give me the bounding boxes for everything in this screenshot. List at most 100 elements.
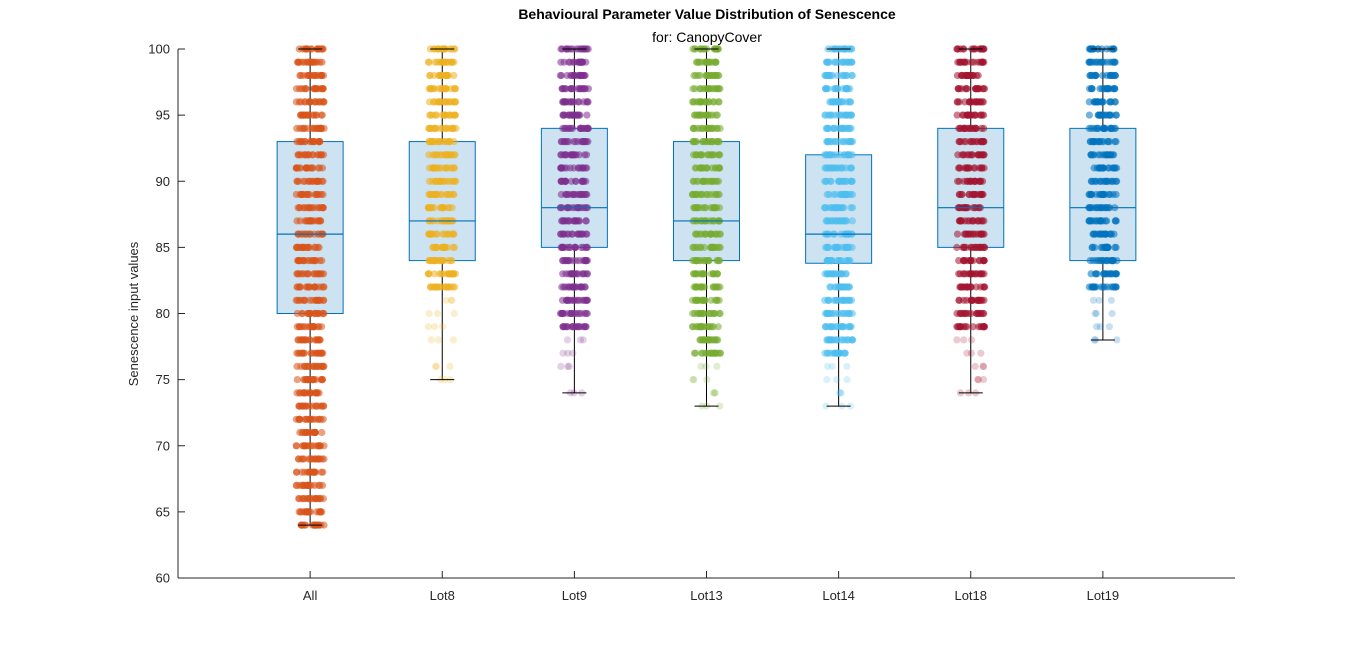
data-point-lot8	[442, 111, 450, 119]
data-point-lot19	[1107, 257, 1115, 265]
data-point-all	[311, 283, 319, 291]
data-point-all	[317, 468, 326, 476]
data-point-lot14	[822, 164, 831, 172]
data-point-all	[293, 177, 301, 185]
box-lot18	[937, 127, 1005, 248]
data-point-lot8	[448, 204, 456, 212]
data-point-lot14	[825, 336, 834, 344]
data-point-lot13	[710, 309, 718, 318]
data-point-lot9	[576, 124, 584, 132]
data-point-lot18	[971, 124, 980, 132]
data-point-lot8	[429, 243, 437, 251]
data-point-lot14	[823, 270, 831, 278]
data-point-lot18	[957, 85, 965, 93]
data-point-lot9	[583, 257, 592, 265]
data-point-lot13	[716, 349, 725, 357]
data-point-lot13	[709, 98, 717, 106]
data-point-lot18	[974, 85, 982, 93]
data-point-lot9	[581, 283, 589, 291]
data-point-lot18	[977, 349, 985, 357]
data-point-all	[314, 389, 322, 397]
data-point-lot18	[980, 323, 989, 331]
data-point-all	[317, 415, 325, 423]
data-point-lot18	[964, 230, 972, 238]
data-point-lot19	[1111, 71, 1119, 80]
data-point-lot13	[697, 362, 705, 370]
data-point-lot13	[702, 58, 710, 66]
data-point-lot19	[1092, 309, 1100, 318]
data-point-all	[295, 58, 303, 66]
data-point-lot9	[579, 336, 587, 344]
data-point-lot18	[980, 230, 988, 238]
data-point-lot8	[431, 124, 439, 132]
data-point-lot9	[577, 71, 585, 80]
data-point-lot14	[842, 71, 851, 80]
data-point-lot8	[451, 283, 459, 291]
data-point-lot19	[1113, 177, 1121, 185]
chart-title: Behavioural Parameter Value Distribution…	[518, 6, 896, 22]
data-point-lot14	[848, 177, 856, 185]
data-point-lot8	[442, 190, 450, 199]
data-point-lot9	[557, 190, 565, 199]
data-point-lot8	[444, 230, 452, 238]
data-point-lot14	[833, 336, 841, 344]
data-point-all	[298, 468, 306, 476]
data-point-lot9	[558, 283, 566, 291]
data-point-lot8	[446, 124, 454, 132]
data-point-lot18	[957, 190, 966, 199]
y-tick-label: 90	[156, 174, 170, 189]
data-point-all	[307, 481, 315, 489]
data-point-lot9	[561, 98, 569, 106]
data-point-lot18	[967, 257, 975, 265]
data-point-lot14	[822, 85, 830, 93]
data-point-lot13	[715, 138, 723, 146]
data-point-all	[299, 177, 307, 185]
data-point-lot19	[1106, 98, 1114, 106]
data-point-lot14	[833, 71, 842, 80]
data-point-all	[305, 283, 313, 291]
data-point-lot13	[703, 376, 711, 384]
data-point-all	[293, 243, 301, 251]
data-point-all	[305, 204, 313, 212]
data-point-lot8	[436, 58, 444, 66]
y-tick-label: 60	[156, 571, 170, 586]
data-point-lot13	[701, 230, 710, 238]
box-lot9	[540, 127, 608, 248]
data-point-lot13	[709, 71, 718, 80]
data-point-all	[297, 98, 305, 106]
data-point-lot13	[714, 323, 722, 331]
data-point-all	[298, 309, 306, 318]
data-point-lot9	[582, 217, 590, 225]
data-point-lot8	[433, 309, 442, 318]
data-point-lot19	[1091, 243, 1099, 251]
data-point-lot8	[431, 323, 439, 331]
data-point-lot18	[968, 217, 977, 225]
data-point-lot8	[428, 164, 436, 172]
data-point-lot8	[451, 85, 460, 93]
data-point-all	[318, 151, 326, 159]
data-point-lot18	[959, 257, 968, 265]
data-point-lot14	[845, 296, 854, 304]
data-point-lot8	[430, 98, 438, 106]
data-point-lot18	[960, 71, 969, 80]
data-point-all	[319, 190, 327, 199]
data-point-all	[313, 124, 322, 132]
data-point-lot8	[442, 85, 450, 93]
data-point-lot13	[696, 257, 704, 265]
data-point-lot8	[427, 230, 435, 238]
data-point-lot19	[1090, 58, 1098, 66]
data-point-all	[310, 270, 318, 278]
data-point-lot18	[981, 283, 989, 291]
data-point-lot9	[563, 190, 572, 199]
data-point-lot14	[846, 98, 854, 106]
data-point-lot18	[967, 177, 975, 185]
data-point-lot19	[1111, 98, 1119, 106]
data-point-lot8	[450, 164, 458, 172]
data-point-lot13	[692, 204, 701, 212]
data-point-lot9	[583, 98, 591, 106]
y-tick-label: 100	[148, 42, 170, 57]
data-point-lot19	[1099, 270, 1107, 278]
chart-subtitle: for: CanopyCover	[652, 29, 762, 45]
data-point-lot9	[575, 217, 583, 225]
data-point-lot9	[565, 362, 573, 370]
